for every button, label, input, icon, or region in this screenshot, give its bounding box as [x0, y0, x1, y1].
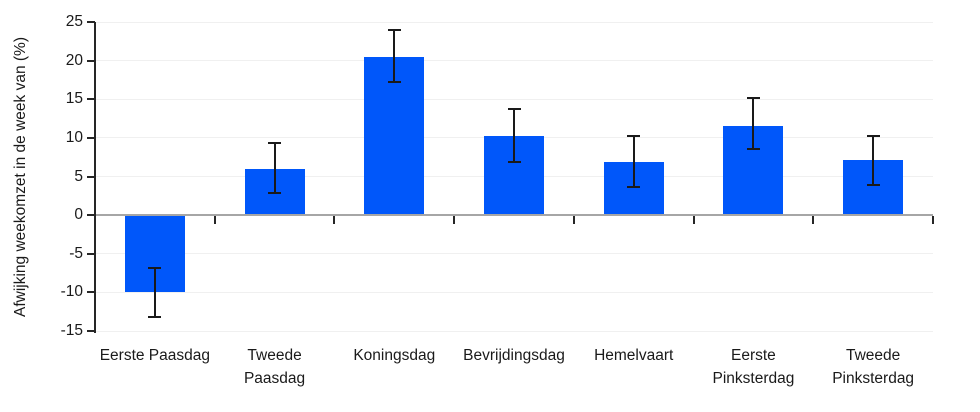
error-bar-cap-bottom: [627, 185, 641, 188]
y-axis-tick: [87, 98, 95, 101]
error-bar: [632, 136, 635, 187]
y-tick-label: 5: [74, 167, 83, 185]
error-bar-cap-top: [746, 97, 760, 100]
y-axis-tick: [87, 252, 95, 255]
x-tick-label: Hemelvaart: [574, 344, 694, 367]
x-tick-label-line: Pinksterdag: [712, 370, 795, 387]
y-axis-tick: [87, 175, 95, 178]
gridline: [95, 60, 933, 62]
gridline: [95, 21, 933, 23]
y-axis-tick: [87, 136, 95, 139]
error-bar: [752, 98, 755, 149]
error-bar-cap-bottom: [387, 81, 401, 84]
x-tick-label: Bevrijdingsdag: [454, 344, 574, 367]
error-bar: [153, 267, 156, 318]
error-bar-cap-top: [387, 29, 401, 32]
error-bar: [273, 142, 276, 194]
x-tick-label-line: Tweede: [845, 347, 901, 364]
y-tick-label: -10: [60, 283, 83, 301]
x-tick-label-line: Tweede: [247, 347, 302, 364]
error-bar-cap-bottom: [866, 183, 880, 186]
y-axis-tick: [87, 59, 95, 62]
x-axis-tick: [453, 216, 456, 225]
x-axis-tick: [932, 216, 934, 225]
gridline: [95, 291, 933, 293]
y-tick-label: 15: [65, 90, 83, 108]
gridline: [95, 330, 933, 332]
x-tick-label: Tweede Pinksterdag: [813, 344, 933, 390]
x-tick-label-line: Koningsdag: [353, 347, 436, 364]
x-axis-tick: [572, 216, 575, 225]
gridline: [95, 98, 933, 100]
error-bar: [393, 30, 396, 83]
error-bar-cap-top: [866, 134, 880, 137]
error-bar-cap-bottom: [507, 160, 521, 163]
y-axis-tick: [87, 21, 95, 23]
error-bar-cap-top: [268, 141, 282, 144]
y-tick-label: 0: [74, 206, 83, 224]
x-tick-label: Eerste Pinksterdag: [694, 344, 814, 390]
x-tick-label-line: Paasdag: [243, 370, 306, 387]
x-axis-tick: [812, 216, 815, 225]
x-tick-label-line: Eerste Paasdag: [99, 347, 210, 364]
error-bar: [513, 109, 515, 162]
x-axis-tick: [213, 216, 216, 225]
error-bar-cap-top: [148, 266, 162, 269]
x-axis-tick: [333, 216, 336, 225]
x-tick-label: Eerste Paasdag: [95, 344, 215, 367]
x-tick-label-line: Hemelvaart: [594, 347, 674, 364]
x-tick-label: Koningsdag: [334, 344, 454, 367]
error-bar-cap-top: [627, 135, 641, 138]
x-axis-tick: [692, 216, 695, 225]
gridline: [95, 253, 933, 255]
y-tick-label: 10: [65, 128, 83, 146]
x-tick-label-line: Eerste: [731, 347, 776, 364]
y-axis-title: Afwijking weekomzet in de week van (%): [12, 37, 29, 317]
error-bar: [872, 135, 875, 185]
x-tick-label-line: Pinksterdag: [832, 370, 915, 387]
error-bar-cap-bottom: [268, 192, 282, 195]
y-tick-label: 25: [65, 13, 83, 30]
y-tick-label: -15: [60, 322, 83, 339]
y-axis-tick: [87, 330, 95, 332]
y-axis-tick: [87, 214, 95, 217]
x-tick-label-line: Bevrijdingsdag: [463, 347, 565, 364]
y-axis-line: [94, 22, 96, 333]
y-tick-label: 20: [65, 51, 83, 69]
x-tick-label: Tweede Paasdag: [215, 344, 335, 390]
error-bar-cap-top: [507, 108, 521, 111]
error-bar-cap-bottom: [148, 316, 162, 319]
y-tick-label: -5: [69, 244, 83, 262]
y-axis-tick: [87, 291, 95, 294]
zero-line: [95, 214, 933, 217]
error-bar-cap-bottom: [746, 147, 760, 150]
